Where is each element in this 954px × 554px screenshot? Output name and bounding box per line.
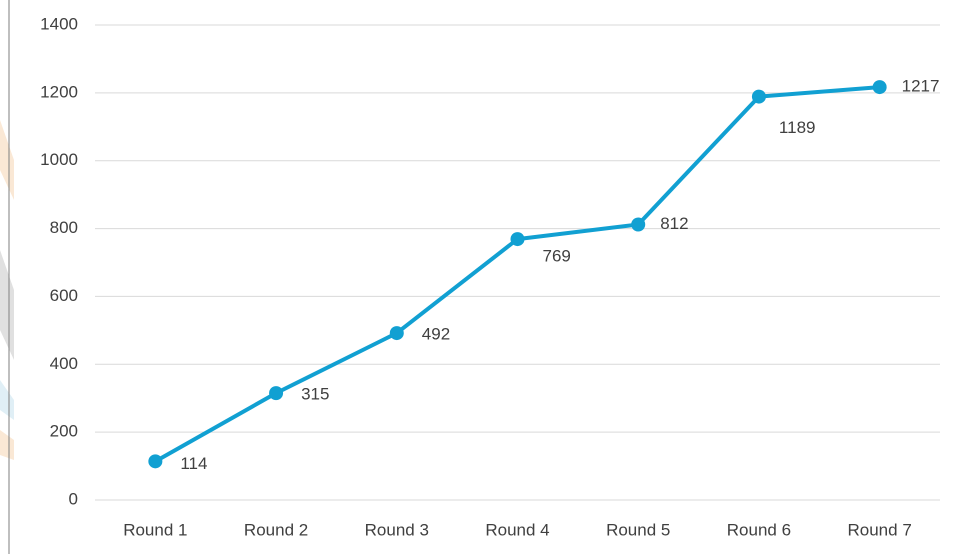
data-point — [872, 80, 887, 95]
y-tick-label: 1000 — [40, 150, 78, 169]
y-tick-label: 0 — [69, 489, 78, 508]
data-label: 769 — [543, 247, 571, 266]
y-tick-label: 1400 — [40, 14, 78, 33]
data-label: 812 — [660, 214, 688, 233]
data-point — [389, 326, 404, 341]
data-label: 315 — [301, 385, 329, 404]
x-tick-label: Round 1 — [123, 520, 187, 539]
y-tick-label: 400 — [50, 354, 78, 373]
y-tick-label: 800 — [50, 218, 78, 237]
data-label: 1189 — [779, 118, 816, 137]
series-line — [154, 85, 880, 464]
x-tick-label: Round 4 — [485, 520, 549, 539]
y-tick-label: 1200 — [40, 82, 78, 101]
y-tick-label: 600 — [50, 286, 78, 305]
x-tick-label: Round 2 — [244, 520, 308, 539]
y-tick-label: 200 — [50, 422, 78, 441]
data-point — [269, 386, 284, 401]
grid: 0 200 400 600 800 1000 1200 1400 — [40, 14, 940, 508]
data-point — [631, 217, 646, 232]
data-label: 114 — [180, 454, 207, 473]
x-tick-label: Round 7 — [848, 520, 912, 539]
data-label: 1217 — [902, 77, 940, 96]
background-decoration — [0, 120, 14, 460]
x-tick-label: Round 6 — [727, 520, 791, 539]
x-tick-label: Round 3 — [365, 520, 429, 539]
data-point — [148, 454, 163, 469]
plot: Round 1 Round 2 Round 3 Round 4 Round 5 Round… — [123, 77, 939, 540]
data-label: 492 — [422, 325, 450, 344]
x-tick-label: Round 5 — [606, 520, 670, 539]
data-point — [510, 232, 525, 247]
data-point — [751, 89, 766, 104]
